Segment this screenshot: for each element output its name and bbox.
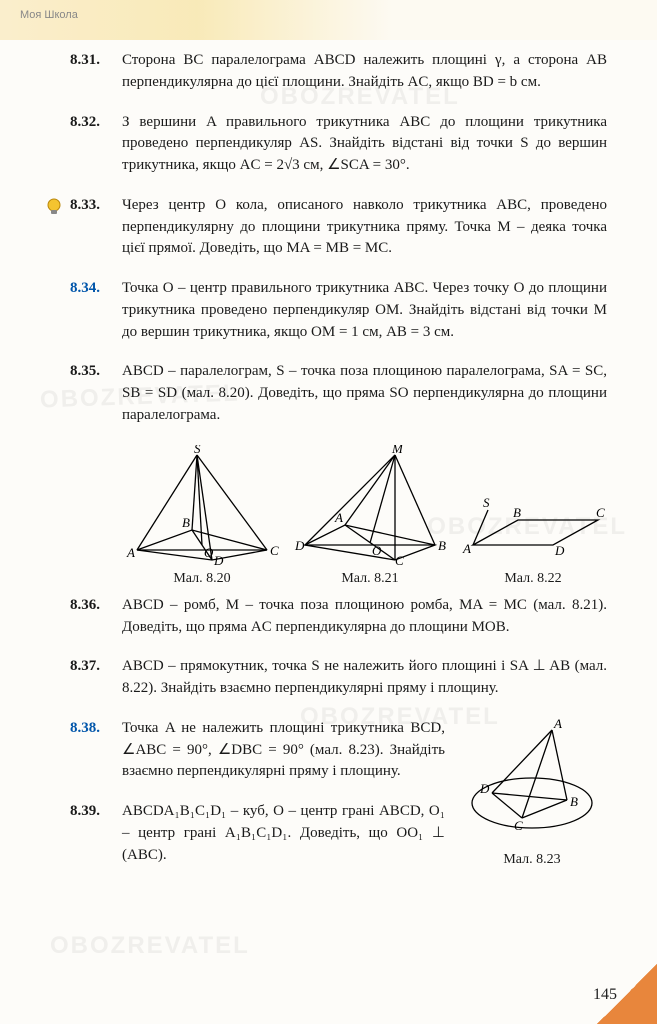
problem-text: Точка O – центр правильного трикутника A…	[122, 278, 607, 343]
fig-label: A	[462, 541, 471, 556]
fig-label: D	[479, 781, 490, 796]
problem-text: Сторона BC паралелограма ABCD належить п…	[122, 50, 607, 94]
figure-8-21: M A B C D O Мал. 8.21	[290, 445, 450, 589]
problem-8-39: 8.39. ABCDA₁B₁C₁D₁ – куб, O – центр гран…	[70, 801, 445, 866]
problem-number: 8.37.	[70, 656, 112, 700]
fig-label: D	[294, 538, 305, 553]
problem-8-31: 8.31. Сторона BC паралелограма ABCD нале…	[70, 50, 607, 94]
fig-label: B	[182, 515, 190, 530]
problem-number: 8.31.	[70, 50, 112, 94]
page-content: 8.31. Сторона BC паралелограма ABCD нале…	[0, 0, 657, 914]
problem-number: 8.38.	[70, 718, 112, 783]
problem-text: З вершини A правильного трикутника ABC д…	[122, 112, 607, 177]
problem-8-38: 8.38. Точка A не належить площині трикут…	[70, 718, 445, 783]
figure-caption: Мал. 8.20	[122, 569, 282, 589]
figure-caption: Мал. 8.22	[458, 569, 608, 589]
fig-label: B	[438, 538, 446, 553]
fig-label: S	[194, 445, 201, 456]
problem-number: 8.32.	[70, 112, 112, 177]
fig-label: O	[204, 545, 214, 560]
watermark: OBOZREVATEL	[50, 929, 250, 964]
problem-8-37: 8.37. ABCD – прямокутник, точка S не нал…	[70, 656, 607, 700]
problem-number: 8.33.	[70, 195, 112, 260]
figure-8-22: S A B C D Мал. 8.22	[458, 485, 608, 589]
problem-number: 8.34.	[70, 278, 112, 343]
problem-8-34: 8.34. Точка O – центр правильного трикут…	[70, 278, 607, 343]
problem-number: 8.35.	[70, 361, 112, 426]
fig-label: C	[596, 505, 605, 520]
problem-text: ABCDA₁B₁C₁D₁ – куб, O – центр грані ABCD…	[122, 801, 445, 866]
problem-text: ABCD – ромб, M – точка поза площиною ром…	[122, 595, 607, 639]
fig-label: C	[270, 543, 279, 558]
problem-text: Точка A не належить площині трикутника B…	[122, 718, 445, 783]
problem-8-33: 8.33. Через центр O кола, описаного навк…	[70, 195, 607, 260]
problem-number: 8.39.	[70, 801, 112, 866]
figure-8-23: A B C D Мал. 8.23	[457, 718, 607, 870]
figures-row-1: S A B C D O Мал. 8.20	[122, 445, 607, 589]
figure-8-20: S A B C D O Мал. 8.20	[122, 445, 282, 589]
problem-text: ABCD – паралелограм, S – точка поза площ…	[122, 361, 607, 426]
fig-label: M	[391, 445, 404, 456]
problem-number: 8.36.	[70, 595, 112, 639]
fig-label: B	[513, 505, 521, 520]
figure-caption: Мал. 8.23	[457, 850, 607, 870]
fig-label: D	[554, 543, 565, 558]
fig-label: A	[334, 510, 343, 525]
fig-label: B	[570, 794, 578, 809]
fig-label: D	[213, 553, 224, 565]
fig-label: C	[514, 818, 523, 833]
problems-with-side-figure: 8.38. Точка A не належить площині трикут…	[70, 718, 607, 885]
problem-8-32: 8.32. З вершини A правильного трикутника…	[70, 112, 607, 177]
fig-label: C	[395, 553, 404, 565]
fig-label: A	[553, 718, 562, 731]
problem-8-36: 8.36. ABCD – ромб, M – точка поза площин…	[70, 595, 607, 639]
problem-text: ABCD – прямокутник, точка S не належить …	[122, 656, 607, 700]
corner-decoration	[597, 964, 657, 1024]
lightbulb-icon	[44, 197, 64, 217]
problem-text: Через центр O кола, описаного навколо тр…	[122, 195, 607, 260]
problem-8-35: 8.35. ABCD – паралелограм, S – точка поз…	[70, 361, 607, 426]
fig-label: O	[372, 543, 382, 558]
fig-label: A	[126, 545, 135, 560]
fig-label: S	[483, 495, 490, 510]
figure-caption: Мал. 8.21	[290, 569, 450, 589]
